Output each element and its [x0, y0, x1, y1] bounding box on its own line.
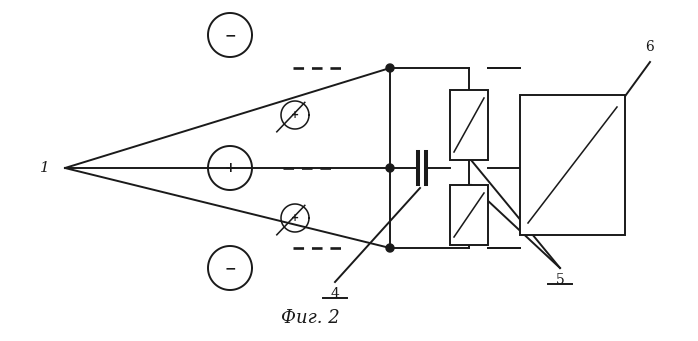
Polygon shape: [386, 244, 394, 252]
Polygon shape: [386, 64, 394, 72]
Bar: [450, 185, 488, 245]
Bar: [450, 90, 488, 160]
Text: +: +: [291, 213, 299, 223]
Text: −: −: [224, 28, 236, 42]
Text: −: −: [224, 261, 236, 275]
Text: 6: 6: [646, 40, 655, 54]
Text: 4: 4: [331, 287, 339, 301]
Bar: [520, 95, 625, 235]
Text: 5: 5: [556, 273, 565, 287]
Text: +: +: [224, 161, 236, 175]
Text: 1: 1: [40, 161, 50, 175]
Polygon shape: [386, 164, 394, 172]
Text: Фиг. 2: Фиг. 2: [281, 309, 339, 327]
Text: +: +: [291, 110, 299, 120]
